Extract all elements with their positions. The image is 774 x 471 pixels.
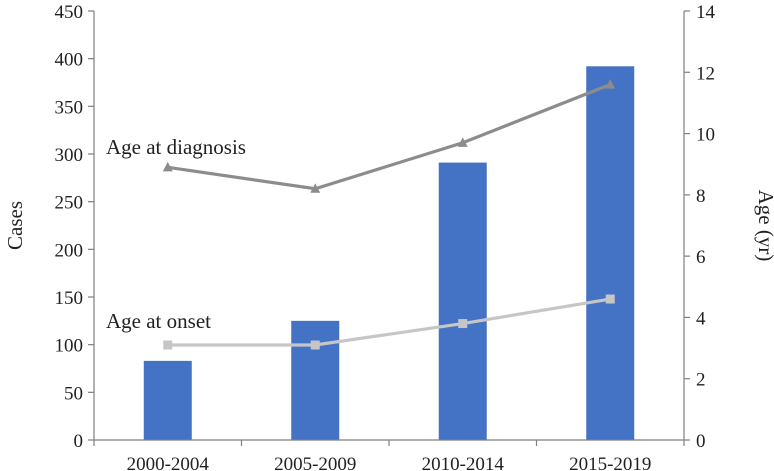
- right-tick-label: 6: [696, 247, 706, 268]
- x-axis-ticks: 2000-2004 2005-2009 2010-2014 2015-2019: [93, 440, 685, 471]
- point-square-0: [163, 340, 173, 350]
- point-square-2: [458, 319, 468, 329]
- right-tick-label: 4: [696, 308, 706, 329]
- x-tick-label: 2015-2019: [569, 454, 651, 471]
- point-square-3: [605, 294, 615, 304]
- line-series-2: [167, 297, 611, 347]
- left-axis-ticks: 0 50 100 150 200 250 300 350 400 450: [55, 2, 94, 452]
- left-tick-label: 200: [55, 240, 84, 261]
- bar-2010-2014: [438, 162, 487, 440]
- bar-2015-2019: [586, 66, 635, 440]
- right-tick-label: 10: [696, 125, 715, 146]
- left-tick-label: 300: [55, 145, 84, 166]
- left-tick-label: 450: [55, 2, 84, 23]
- left-tick-label: 250: [55, 193, 84, 214]
- point-triangle-3: [605, 79, 616, 89]
- line-series-1: [167, 83, 611, 191]
- x-tick-label: 2005-2009: [274, 454, 356, 471]
- series-label-age-at-onset: Age at onset: [106, 309, 211, 333]
- point-triangle-0: [162, 161, 173, 172]
- point-square-1: [310, 340, 320, 350]
- bars-group: [143, 66, 635, 440]
- right-axis-ticks: 0 2 4 6 8 10 12 14: [684, 2, 716, 452]
- bar-2000-2004: [143, 360, 192, 440]
- point-triangle-1: [310, 183, 321, 193]
- right-tick-label: 2: [696, 370, 706, 391]
- y2-axis-title: Age (yr): [754, 190, 774, 262]
- left-tick-label: 350: [55, 97, 84, 118]
- right-tick-label: 12: [696, 63, 715, 84]
- x-tick-label: 2010-2014: [422, 454, 505, 471]
- left-tick-label: 50: [64, 383, 83, 404]
- left-tick-label: 0: [74, 431, 84, 452]
- series-label-age-at-diagnosis: Age at diagnosis: [106, 135, 246, 159]
- right-tick-label: 0: [696, 431, 706, 452]
- left-tick-label: 400: [55, 50, 84, 71]
- y-axis-title: Cases: [3, 201, 27, 250]
- left-tick-label: 100: [55, 336, 84, 357]
- point-triangle-2: [457, 137, 468, 147]
- x-tick-label: 2000-2004: [127, 454, 210, 471]
- left-tick-label: 150: [55, 288, 84, 309]
- lines-group: [162, 79, 616, 350]
- right-tick-label: 14: [696, 2, 716, 23]
- bar-2005-2009: [291, 320, 340, 440]
- right-tick-label: 8: [696, 186, 706, 207]
